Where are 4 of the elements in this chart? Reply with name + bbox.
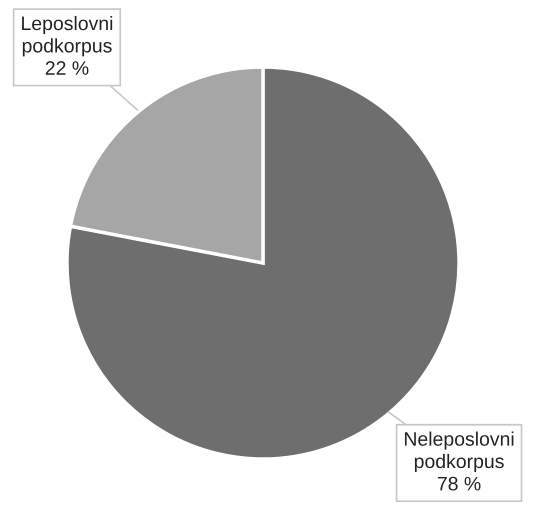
slice-label: Neleposlovni podkorpus (404, 432, 514, 472)
data-label: 22 % (46, 61, 88, 75)
slice-label: Leposlovni podkorpus (22, 16, 112, 56)
data-label: 78 % (438, 476, 481, 491)
